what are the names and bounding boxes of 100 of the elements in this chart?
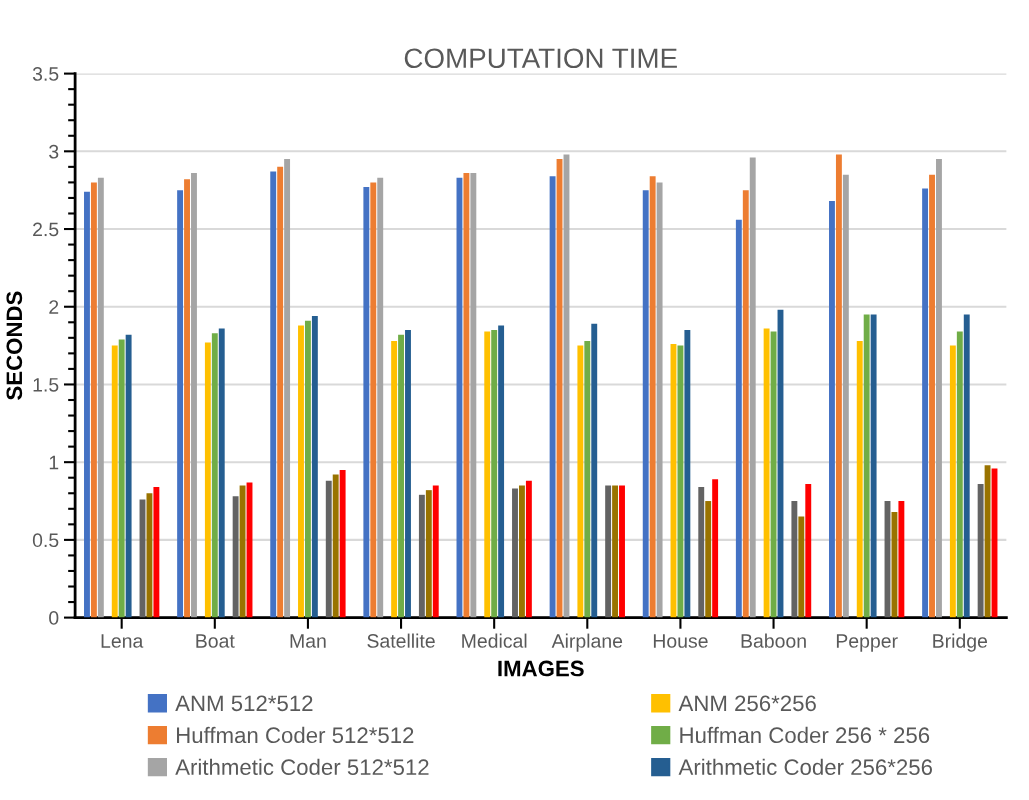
bar: [863, 314, 870, 618]
bar: [842, 174, 849, 618]
bar: [270, 171, 277, 618]
bar: [211, 333, 218, 618]
bar: [619, 485, 625, 618]
bar: [770, 331, 777, 618]
bar: [870, 314, 877, 618]
bar: [549, 176, 556, 618]
bar: [763, 328, 770, 618]
bar: [491, 330, 498, 618]
bar: [304, 320, 311, 618]
bar: [684, 330, 691, 618]
legend-label: ANM 256*256: [678, 695, 816, 712]
bar: [705, 501, 712, 618]
bar: [525, 480, 532, 618]
bar: [749, 157, 756, 618]
bar: [418, 494, 425, 618]
bar: [398, 334, 404, 618]
x-axis-title: IMAGES: [498, 660, 584, 677]
bar: [125, 334, 132, 618]
x-tick-label: Satellite: [367, 633, 435, 648]
x-tick-label: Pepper: [836, 634, 898, 652]
y-axis-title: SECONDS: [6, 291, 23, 400]
bar: [184, 179, 190, 618]
bar: [963, 314, 970, 618]
bar: [146, 493, 153, 618]
bar: [463, 173, 470, 618]
bar: [605, 485, 612, 618]
bar: [512, 488, 518, 618]
bar: [432, 485, 439, 618]
bar: [232, 496, 239, 618]
bar: [584, 340, 591, 618]
bar: [798, 516, 805, 618]
bar: [111, 345, 118, 618]
bar: [984, 465, 991, 618]
bar: [649, 176, 656, 618]
bar: [791, 501, 798, 618]
legend-label: Huffman Coder 256 * 256: [680, 726, 930, 744]
bar: [642, 190, 649, 618]
y-tick-label: 3.5: [32, 67, 59, 81]
bar: [325, 480, 332, 618]
bar: [577, 345, 584, 618]
bar: [311, 316, 318, 618]
legend-label: Arithmetic Coder 256*256: [678, 758, 932, 776]
legend-label: Huffman Coder 512*512: [177, 726, 414, 744]
bar: [332, 474, 339, 618]
x-tick-label: Baboon: [741, 633, 806, 648]
bar: [218, 328, 225, 618]
bar: [612, 485, 619, 618]
bar: [204, 342, 211, 618]
x-tick-label: Bridge: [933, 633, 988, 652]
bar: [835, 154, 842, 618]
bar: [805, 483, 812, 618]
bar: [90, 182, 97, 618]
bar: [742, 190, 749, 618]
bar: [84, 191, 90, 618]
y-tick-label: 0: [49, 611, 59, 625]
bar: [936, 159, 942, 618]
y-tick-label: 1: [49, 455, 59, 470]
bar: [891, 511, 898, 618]
bar: [698, 487, 705, 618]
bar: [856, 340, 863, 618]
bar: [977, 483, 984, 618]
x-tick-label: House: [653, 634, 708, 648]
bar: [484, 331, 491, 618]
bar: [339, 469, 346, 618]
bar: [177, 190, 184, 618]
bar: [191, 173, 197, 618]
bar: [929, 174, 935, 618]
y-tick-label: 2: [49, 300, 59, 314]
y-tick-label: 3: [49, 144, 59, 159]
bar: [370, 182, 377, 618]
bar: [470, 173, 477, 618]
bar: [956, 331, 963, 618]
bar: [284, 159, 291, 618]
bar: [677, 345, 684, 618]
bar: [949, 345, 956, 618]
bar: [298, 325, 304, 618]
x-tick-label: Airplane: [551, 633, 623, 652]
bar: [363, 187, 370, 618]
bar: [735, 219, 742, 618]
bar: [898, 501, 905, 618]
y-tick-label: 0.5: [32, 533, 59, 548]
bar: [277, 166, 284, 618]
bar: [153, 487, 160, 618]
bar: [829, 201, 835, 618]
bar: [712, 479, 719, 618]
x-tick-label: Boat: [196, 634, 235, 648]
bar: [518, 485, 525, 618]
bar: [391, 340, 398, 618]
x-tick-label: Man: [290, 634, 326, 648]
x-tick-label: Lena: [101, 634, 144, 648]
bar: [97, 177, 104, 618]
bar: [656, 182, 663, 618]
bar: [591, 323, 598, 618]
bar: [118, 339, 125, 618]
y-tick-label: 2.5: [33, 222, 59, 237]
bar: [922, 188, 929, 618]
bar: [377, 177, 384, 618]
legend-label: Arithmetic Coder 512*512: [175, 758, 429, 776]
